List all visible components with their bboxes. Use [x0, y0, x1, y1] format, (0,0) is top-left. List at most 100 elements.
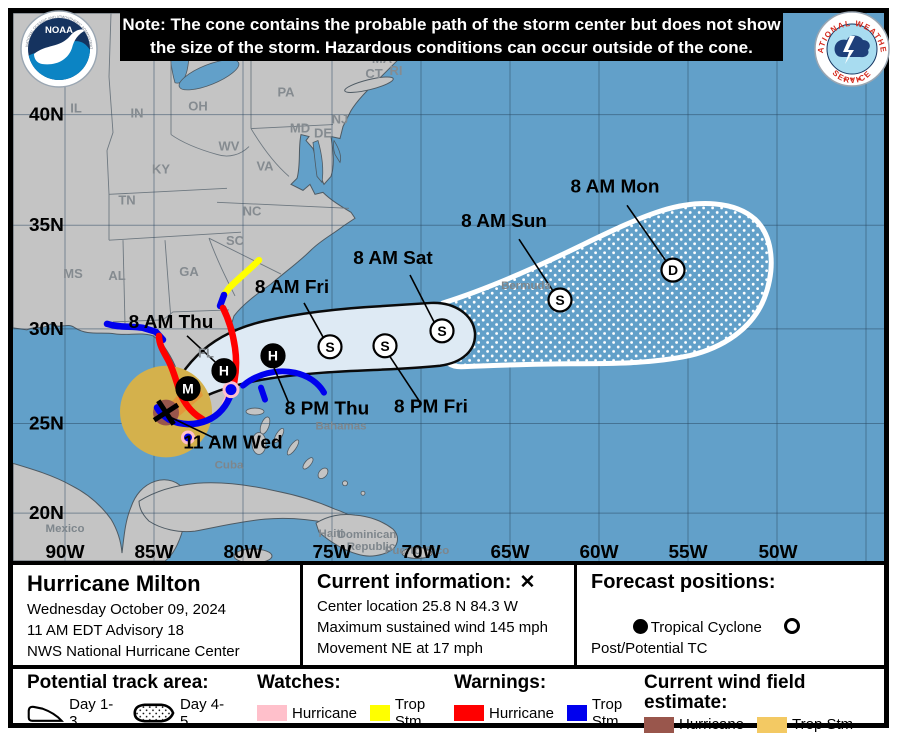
wind-ts-label: Trop Stm — [792, 716, 854, 733]
x-stroke — [152, 402, 180, 423]
place-label: Puerto Rico — [385, 545, 449, 557]
legend-wind-field: Current wind field estimate: Hurricane T… — [630, 673, 884, 733]
forecast-point-H — [260, 343, 286, 369]
warning-ts-label: Trop Stm — [591, 696, 623, 730]
current-info-title: Current information: ✕ — [317, 571, 564, 594]
forecast-point-letter: M — [182, 381, 194, 397]
cone-disclaimer-banner: Note: The cone contains the probable pat… — [120, 13, 783, 61]
leader-line — [409, 274, 435, 323]
hispaniola — [315, 514, 398, 557]
warning-hurricane-label: Hurricane — [489, 704, 555, 722]
state-label: VA — [256, 158, 274, 173]
date-line: Wednesday October 09, 2024 — [27, 601, 227, 618]
state-label: NJ — [332, 112, 349, 127]
warning-hurricane-item: Hurricane — [454, 705, 554, 722]
cone-day4-5 — [440, 201, 774, 370]
advisory-line: 11 AM EDT Advisory 18 — [27, 622, 185, 639]
post-tc-label: Post/Potential TC — [591, 640, 708, 657]
leader-line — [273, 367, 290, 404]
wind-hurricane-item: Hurricane — [644, 716, 744, 733]
legend-watches: Watches: Hurricane Trop Stm — [243, 673, 440, 730]
hurricane-warning-west-fl — [155, 332, 207, 423]
state-label: TN — [118, 192, 135, 207]
forecast-positions-title: Forecast positions: — [591, 571, 776, 593]
day45-label: Day 4-5 — [179, 696, 225, 730]
info-panel: Hurricane Milton Wednesday October 09, 2… — [13, 561, 884, 720]
tropical-cyclone-dot-icon — [632, 619, 648, 634]
state-labels: ILINOHPAWVVAKYTNNCSCMSALGAFLCTRIMANJMDDE — [63, 51, 402, 361]
forecast-time-label: 8 AM Mon — [571, 176, 660, 197]
warning-ts-item: Trop Stm — [567, 696, 632, 730]
nws-logo: NATIONAL WEATHER SERVICE ★ ★ ★ — [811, 4, 890, 92]
current-info-title-text: Current information: — [317, 571, 512, 593]
state-label: GA — [179, 264, 199, 279]
longitude-label: 75W — [312, 542, 351, 561]
nws-stars: ★ ★ ★ — [842, 76, 861, 83]
wind-field-title: Current wind field estimate: — [644, 672, 806, 713]
forecast-point-letter: H — [219, 363, 229, 379]
wind-ts-swatch — [757, 716, 788, 733]
leader-line — [626, 204, 667, 262]
legend-panel: Potential track area: Day 1-3 Day 4-5 — [13, 665, 884, 733]
place-labels: Mexico Cuba Bahamas HaitiDominicanRepublicP… — [46, 280, 552, 557]
post-tc-dot-icon — [783, 618, 800, 634]
tc-label: Tropical Cyclone — [650, 619, 762, 636]
state-label: AL — [108, 268, 125, 283]
state-label: WV — [219, 139, 240, 154]
warning-ts-swatch — [567, 705, 587, 721]
watch-ts-label: Trop Stm — [394, 696, 426, 730]
state-label: FL — [198, 346, 214, 361]
place-label: Haiti — [319, 528, 344, 540]
latitude-label: 35N — [29, 215, 64, 236]
state-label: MS — [63, 266, 83, 281]
hurricane-warning-east-fl — [219, 304, 240, 401]
place-label: Dominican — [338, 529, 397, 541]
day13-label: Day 1-3 — [69, 696, 114, 730]
forecast-point-M — [175, 376, 201, 402]
longitude-label: 55W — [668, 542, 707, 561]
forecast-point-letter: S — [555, 292, 564, 308]
forecast-time-label: 8 AM Sun — [461, 211, 547, 232]
forecast-time-label: 8 AM Thu — [129, 312, 214, 333]
day13-cone-icon — [27, 705, 64, 722]
latitude-label: 25N — [29, 414, 64, 435]
noaa-logo-text: NOAA — [45, 25, 73, 36]
storm-summary: Hurricane Milton Wednesday October 09, 2… — [13, 565, 303, 665]
watch-hurricane-item: Hurricane — [257, 705, 357, 722]
key-west-warning — [181, 430, 195, 445]
wind-hurricane-swatch — [644, 716, 674, 733]
longitude-label: 85W — [134, 542, 173, 561]
legend-warnings: Warnings: Hurricane Trop Stm — [440, 673, 630, 730]
state-label: IL — [70, 101, 82, 116]
forecast-map: 11 AM Wed M H 8 AM Thu H 8 PM Thu S 8 AM Fri S 8 … — [13, 13, 884, 561]
latlon-labels: 40N 35N 30N 25N 20N 90W 85W 80W 75W 70W 65W 60W 55W 5… — [29, 105, 798, 561]
watch-hurricane-swatch — [257, 705, 287, 721]
state-label: RI — [390, 63, 403, 78]
forecast-point-letter: S — [325, 339, 334, 355]
state-borders — [106, 13, 350, 324]
longitude-label: 90W — [45, 542, 84, 561]
ts-watch-sc-coast — [220, 256, 263, 299]
puerto-rico — [401, 547, 433, 560]
jamaica — [233, 548, 273, 561]
longitude-label: 65W — [490, 542, 529, 561]
track-area-title: Potential track area: — [27, 672, 209, 693]
forecast-point-letter: S — [380, 338, 389, 354]
watch-hurricane-label: Hurricane — [292, 704, 358, 722]
bahamas-islands — [245, 297, 529, 496]
leader-line — [186, 335, 218, 365]
ts-warning-bahamas-dash — [258, 384, 268, 403]
latitude-label: 20N — [29, 503, 64, 524]
forecast-point-S — [429, 318, 455, 344]
agency-line: NWS National Hurricane Center — [27, 643, 240, 660]
max-wind: Maximum sustained wind 145 mph — [317, 619, 548, 636]
watches-title: Watches: — [257, 672, 341, 693]
latitude-label: 40N — [29, 105, 64, 126]
ts-warning-bahamas — [240, 368, 327, 396]
nws-logo-icon: NATIONAL WEATHER SERVICE ★ ★ ★ — [811, 4, 890, 87]
ts-warning-ga-coast — [216, 291, 228, 310]
place-label: Bahamas — [315, 420, 366, 432]
leader-line — [303, 302, 325, 340]
leader-line — [170, 416, 218, 441]
watch-ts-swatch — [370, 705, 390, 721]
